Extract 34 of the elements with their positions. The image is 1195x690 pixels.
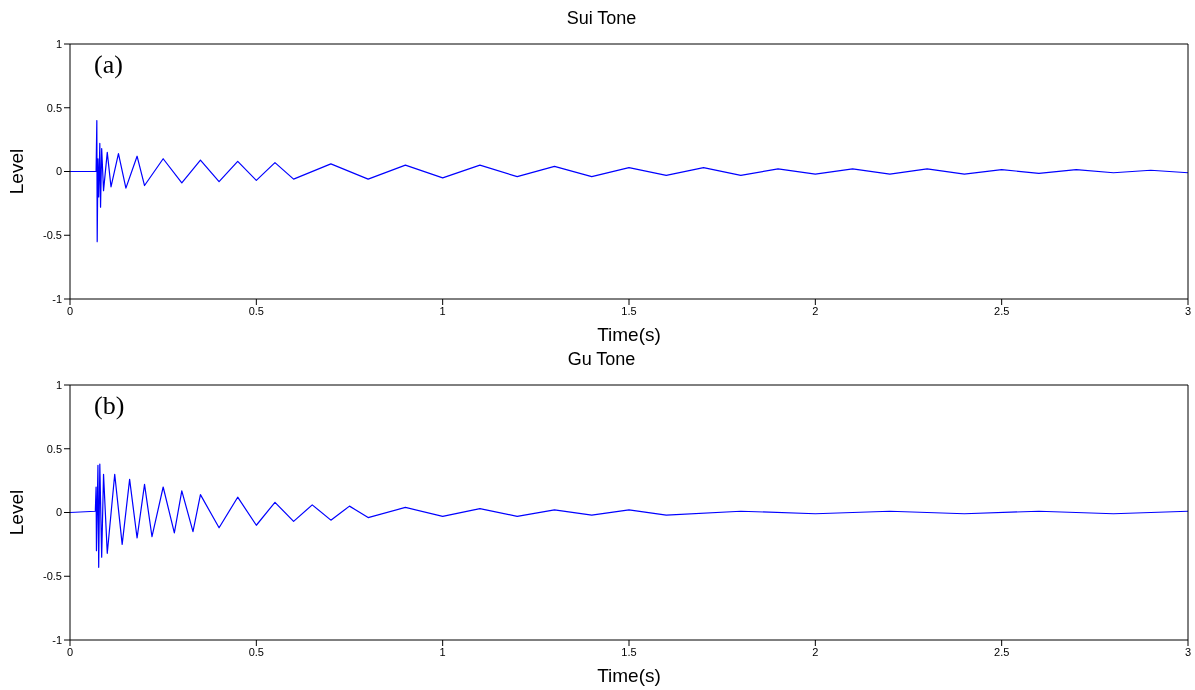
y-tick-label: -0.5 [43,229,62,242]
x-tick-label: 0 [66,304,74,317]
y-tick-label: 1 [55,378,62,391]
y-tick-label: 0 [55,165,62,178]
x-tick-label: 2.5 [994,645,1010,658]
x-axis-title: Time(s) [597,665,661,686]
x-tick-label: 0 [66,645,74,658]
annotation: (a) [94,50,123,80]
chart-title: Sui Tone [565,8,638,29]
x-tick-label: 1.5 [621,304,637,317]
chart-title: Gu Tone [566,349,637,370]
x-tick-label: 1 [439,645,446,658]
y-tick-label: 0.5 [46,442,62,455]
x-axis-title: Time(s) [597,324,661,345]
x-tick-label: 2 [812,645,819,658]
y-tick-label: -1 [52,633,62,646]
y-axis-title: Level [5,489,27,536]
y-tick-label: -1 [52,292,62,305]
x-tick-label: 0.5 [248,304,264,317]
y-axis-title: Level [5,148,27,195]
annotation: (b) [94,391,125,421]
x-tick-label: 3 [1184,304,1192,317]
x-tick-label: 2 [812,304,819,317]
y-tick-label: 1 [55,37,62,50]
x-tick-label: 0.5 [248,645,264,658]
x-tick-label: 1 [439,304,446,317]
y-tick-label: 0.5 [46,101,62,114]
y-tick-label: -0.5 [43,570,62,583]
y-tick-label: 0 [55,506,62,519]
line-series [70,463,1188,568]
x-tick-label: 3 [1184,645,1192,658]
x-tick-label: 1.5 [621,645,637,658]
x-tick-label: 2.5 [994,304,1010,317]
line-series [70,119,1188,243]
